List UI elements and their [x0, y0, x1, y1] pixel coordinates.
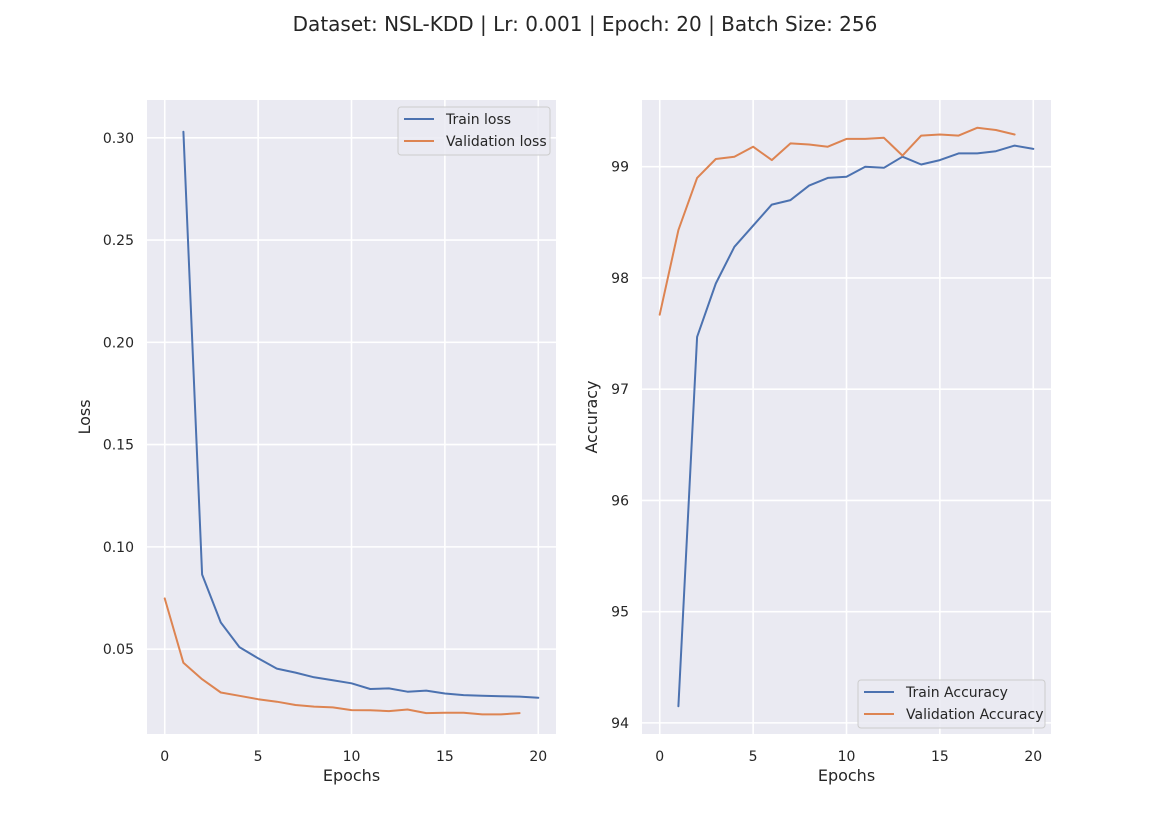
y-tick-label: 0.25 — [103, 233, 134, 249]
x-tick-label: 15 — [436, 749, 454, 765]
y-tick-label: 97 — [611, 382, 629, 398]
x-tick-label: 15 — [931, 749, 949, 765]
legend-box — [857, 679, 1046, 729]
y-tick-label: 0.20 — [103, 335, 134, 351]
series-line-1 — [677, 144, 1035, 708]
legend-label: Validation loss — [446, 134, 547, 150]
y-tick-label: 99 — [611, 160, 629, 176]
y-tick-label: 94 — [611, 716, 629, 732]
chart-panel-2: 0 5 10 15 20 94 95 96 97 98 99 Epochs Accuracy Train … — [582, 100, 1051, 785]
x-axis-label: Epochs — [818, 766, 875, 785]
legend-label: Train Accuracy — [905, 685, 1008, 701]
y-tick-label: 98 — [611, 271, 629, 287]
y-tick-label: 0.15 — [103, 438, 134, 454]
y-axis-label: Loss — [75, 399, 94, 434]
series-line-2 — [163, 597, 521, 716]
y-tick-label: 0.05 — [103, 642, 134, 658]
figure-title: Dataset: NSL-KDD | Lr: 0.001 | Epoch: 20… — [292, 12, 878, 36]
series-line-1 — [182, 130, 540, 699]
y-tick-label: 96 — [611, 493, 629, 509]
x-tick-label: 0 — [655, 749, 664, 765]
series-line-2 — [658, 126, 1016, 316]
chart-panel-1: 0 5 10 15 20 0.05 0.10 0.15 0.20 0.25 0.30 Epochs Lo… — [75, 100, 556, 785]
y-axis-label: Accuracy — [582, 380, 601, 453]
x-tick-label: 5 — [254, 749, 263, 765]
x-tick-label: 10 — [343, 749, 361, 765]
legend-label: Train loss — [445, 112, 511, 128]
legend: Train loss Validation loss — [397, 106, 551, 156]
x-tick-label: 0 — [160, 749, 169, 765]
x-tick-label: 20 — [529, 749, 547, 765]
legend: Train Accuracy Validation Accuracy — [857, 679, 1046, 729]
y-tick-label: 0.10 — [103, 540, 134, 556]
y-tick-label: 95 — [611, 605, 629, 621]
legend-label: Validation Accuracy — [906, 707, 1044, 723]
legend-box — [397, 106, 551, 156]
x-tick-label: 5 — [749, 749, 758, 765]
x-tick-label: 10 — [838, 749, 856, 765]
x-tick-label: 20 — [1024, 749, 1042, 765]
x-axis-label: Epochs — [323, 766, 380, 785]
y-tick-label: 0.30 — [103, 131, 134, 147]
